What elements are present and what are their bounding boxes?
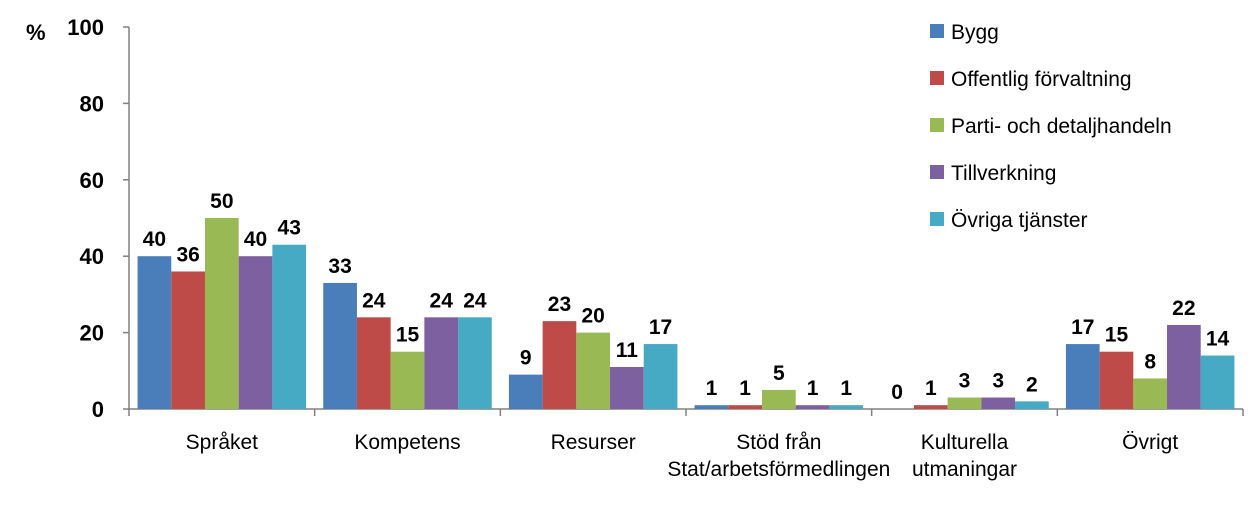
- bar: [1200, 355, 1235, 409]
- data-label: 40: [143, 228, 166, 251]
- data-label: 11: [616, 339, 639, 362]
- data-label: 40: [244, 228, 267, 251]
- bar: [947, 397, 982, 409]
- y-tick-label: 20: [80, 321, 104, 346]
- data-label: 1: [807, 377, 819, 400]
- y-tick-label: 60: [80, 168, 104, 193]
- bar: [204, 218, 239, 409]
- bar: [1167, 324, 1201, 409]
- data-label: 9: [520, 347, 532, 370]
- data-label: 20: [581, 305, 604, 328]
- data-label: 50: [210, 190, 233, 213]
- category-label: Språket: [186, 431, 259, 454]
- data-label: 24: [430, 289, 454, 312]
- bar: [576, 332, 611, 409]
- y-axis: 0 20 40 60 80 100: [67, 15, 130, 422]
- y-tick-label: 40: [80, 244, 104, 269]
- bar: [1099, 351, 1134, 409]
- data-label: 17: [1071, 316, 1094, 339]
- bar: [238, 256, 273, 409]
- data-label: 43: [278, 217, 301, 240]
- bar: [171, 271, 205, 409]
- bar: [458, 317, 492, 409]
- legend-swatch: [930, 24, 944, 38]
- legend-swatch: [930, 71, 944, 85]
- data-label: 36: [176, 243, 199, 266]
- bar: [1065, 344, 1100, 409]
- category-label: Kompetens: [354, 431, 460, 454]
- legend-label: Parti- och detaljhandeln: [951, 115, 1172, 138]
- data-label: 22: [1172, 297, 1195, 320]
- bars: [137, 218, 1235, 409]
- data-label: 8: [1144, 350, 1156, 373]
- y-axis-unit-label: %: [26, 20, 46, 45]
- data-label: 2: [1026, 373, 1038, 396]
- category-label: Kulturella: [921, 431, 1009, 454]
- legend-label: Tillverkning: [951, 162, 1056, 185]
- data-label: 0: [891, 381, 903, 404]
- bar: [390, 351, 425, 409]
- legend: Bygg Offentlig förvaltning Parti- och deta…: [930, 21, 1172, 232]
- bar: [761, 389, 796, 409]
- bar: [272, 244, 307, 409]
- y-tick-label: 80: [80, 91, 104, 116]
- category-labels: Språket Kompetens Resurser Stöd från Stat/ar…: [186, 431, 1179, 481]
- bar: [323, 282, 357, 409]
- data-label: 3: [959, 370, 971, 393]
- bar: [981, 397, 1016, 409]
- legend-swatch: [930, 118, 944, 132]
- data-label: 23: [548, 293, 571, 316]
- bar: [795, 405, 830, 409]
- legend-label: Bygg: [951, 21, 999, 44]
- category-label: Stöd från: [736, 431, 821, 454]
- bar: [137, 256, 172, 409]
- data-label: 15: [1105, 324, 1129, 347]
- x-axis: [128, 408, 1244, 416]
- data-label: 15: [396, 324, 420, 347]
- data-label: 24: [362, 289, 386, 312]
- data-label: 1: [840, 377, 852, 400]
- bar: [508, 374, 543, 409]
- data-label: 14: [1206, 328, 1230, 351]
- bar: [728, 405, 762, 409]
- data-label: 1: [706, 377, 718, 400]
- category-label: Resurser: [551, 431, 636, 454]
- data-label: 5: [773, 362, 785, 385]
- data-label: 33: [328, 255, 351, 278]
- category-label: utmaningar: [912, 458, 1017, 481]
- data-label: 1: [925, 377, 937, 400]
- bar: [356, 317, 391, 409]
- bar: [424, 317, 459, 409]
- category-label: Övrigt: [1122, 431, 1178, 454]
- bar: [829, 405, 864, 409]
- bar: [542, 321, 577, 409]
- data-label: 3: [992, 370, 1004, 393]
- bar: [694, 405, 729, 409]
- data-label: 17: [649, 316, 672, 339]
- bar: [913, 405, 948, 409]
- bar: [1133, 378, 1168, 409]
- legend-label: Övriga tjänster: [951, 209, 1088, 232]
- bar: [643, 344, 678, 409]
- y-tick-label: 100: [67, 15, 104, 40]
- legend-swatch: [930, 165, 944, 179]
- bar: [1015, 401, 1049, 409]
- data-label: 1: [739, 377, 751, 400]
- category-label: Stat/arbetsförmedlingen: [667, 458, 890, 481]
- legend-swatch: [930, 212, 944, 226]
- y-tick-label: 0: [92, 397, 104, 422]
- bar: [610, 366, 644, 409]
- legend-label: Offentlig förvaltning: [951, 68, 1132, 91]
- data-label: 24: [463, 289, 487, 312]
